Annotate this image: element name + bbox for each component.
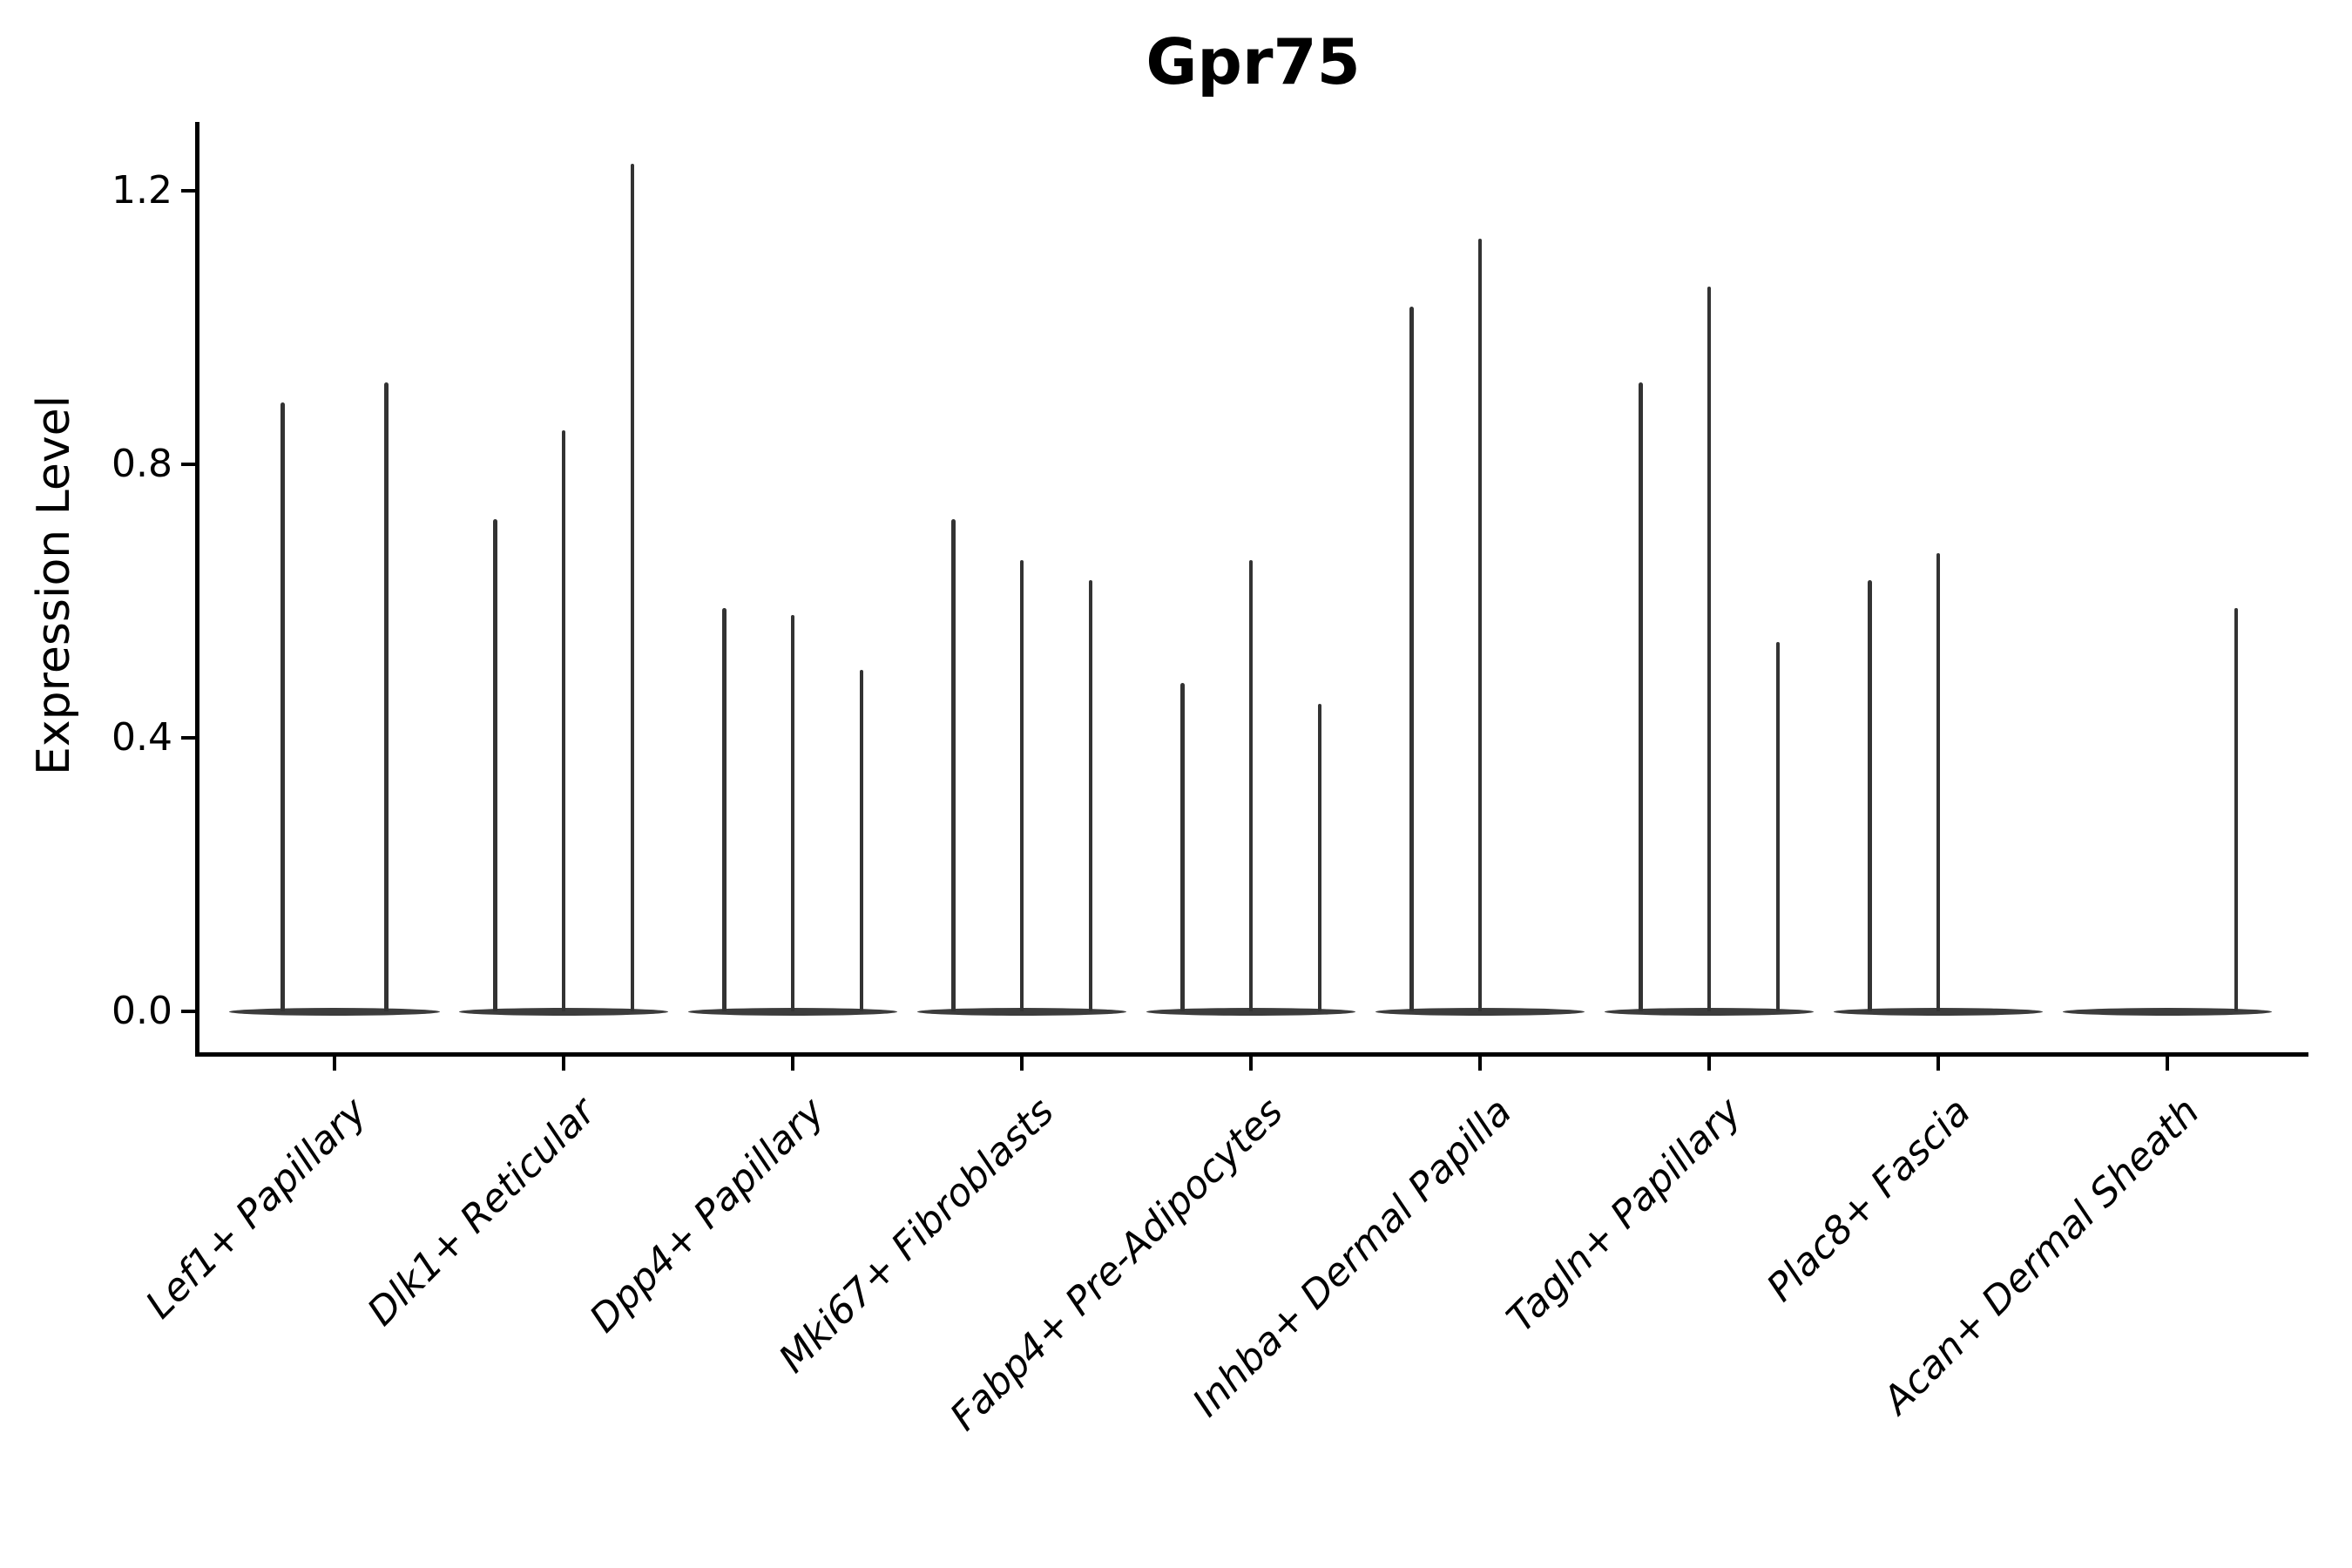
violin-spike xyxy=(951,518,956,1011)
x-tick-mark xyxy=(1248,1054,1254,1071)
violin-baseline-body xyxy=(917,1007,1126,1016)
y-tick-label: 0.4 xyxy=(112,715,172,760)
violin-spike xyxy=(859,669,863,1011)
violin-spike xyxy=(1409,307,1414,1011)
violin-baseline-body xyxy=(1834,1007,2043,1016)
y-tick-label: 0.8 xyxy=(112,442,172,486)
x-tick-mark xyxy=(1936,1054,1941,1071)
violin-spike xyxy=(1317,703,1321,1011)
violin-spike xyxy=(1775,642,1780,1011)
violin-baseline-body xyxy=(229,1007,440,1016)
violin-baseline-body xyxy=(2063,1007,2272,1016)
violin-spike xyxy=(384,382,389,1011)
violin-spike xyxy=(1868,580,1872,1011)
y-tick-label: 1.2 xyxy=(112,168,172,213)
x-tick-mark xyxy=(561,1054,566,1071)
violin-spike xyxy=(790,614,795,1011)
x-tick-mark xyxy=(790,1054,795,1071)
x-tick-mark xyxy=(1019,1054,1024,1071)
violin-spike xyxy=(493,518,497,1011)
x-tick-label: Lef1+ Papillary xyxy=(137,1089,375,1328)
x-tick-mark xyxy=(332,1054,337,1071)
violin-spike xyxy=(2234,607,2238,1011)
y-tick-mark xyxy=(181,189,197,193)
violin-spike xyxy=(1707,286,1712,1011)
violin-spike xyxy=(1639,382,1643,1011)
violin-spike xyxy=(1248,559,1254,1011)
violin-spike xyxy=(630,163,634,1011)
violin-baseline-body xyxy=(1375,1007,1585,1016)
violin-baseline-body xyxy=(688,1007,897,1016)
violin-baseline-body xyxy=(459,1007,668,1016)
violin-baseline-body xyxy=(1146,1007,1355,1016)
violin-spike xyxy=(1088,580,1092,1011)
violin-spike xyxy=(280,402,285,1011)
violin-spike xyxy=(1180,683,1185,1011)
violin-spike xyxy=(561,429,566,1011)
y-tick-mark xyxy=(181,736,197,740)
x-tick-label: Dpp4+ Papillary xyxy=(581,1089,834,1342)
violin-spike xyxy=(722,607,727,1011)
x-tick-label: Plac8+ Fascia xyxy=(1758,1089,1979,1310)
violin-spike xyxy=(1477,238,1483,1011)
violin-spike xyxy=(1936,553,1941,1011)
x-tick-label: Dlk1+ Reticular xyxy=(359,1089,605,1335)
y-tick-mark xyxy=(181,463,197,466)
x-tick-mark xyxy=(1707,1054,1712,1071)
y-axis-spine xyxy=(195,122,199,1057)
y-tick-mark xyxy=(181,1010,197,1013)
x-tick-mark xyxy=(2165,1054,2170,1071)
violin-spike xyxy=(1019,559,1024,1011)
y-tick-label: 0.0 xyxy=(112,989,172,1033)
plot-title: Gpr75 xyxy=(1146,25,1361,98)
violin-baseline-body xyxy=(1605,1007,1814,1016)
x-tick-mark xyxy=(1477,1054,1483,1071)
x-tick-label: Tagln+ Papillary xyxy=(1497,1089,1750,1342)
